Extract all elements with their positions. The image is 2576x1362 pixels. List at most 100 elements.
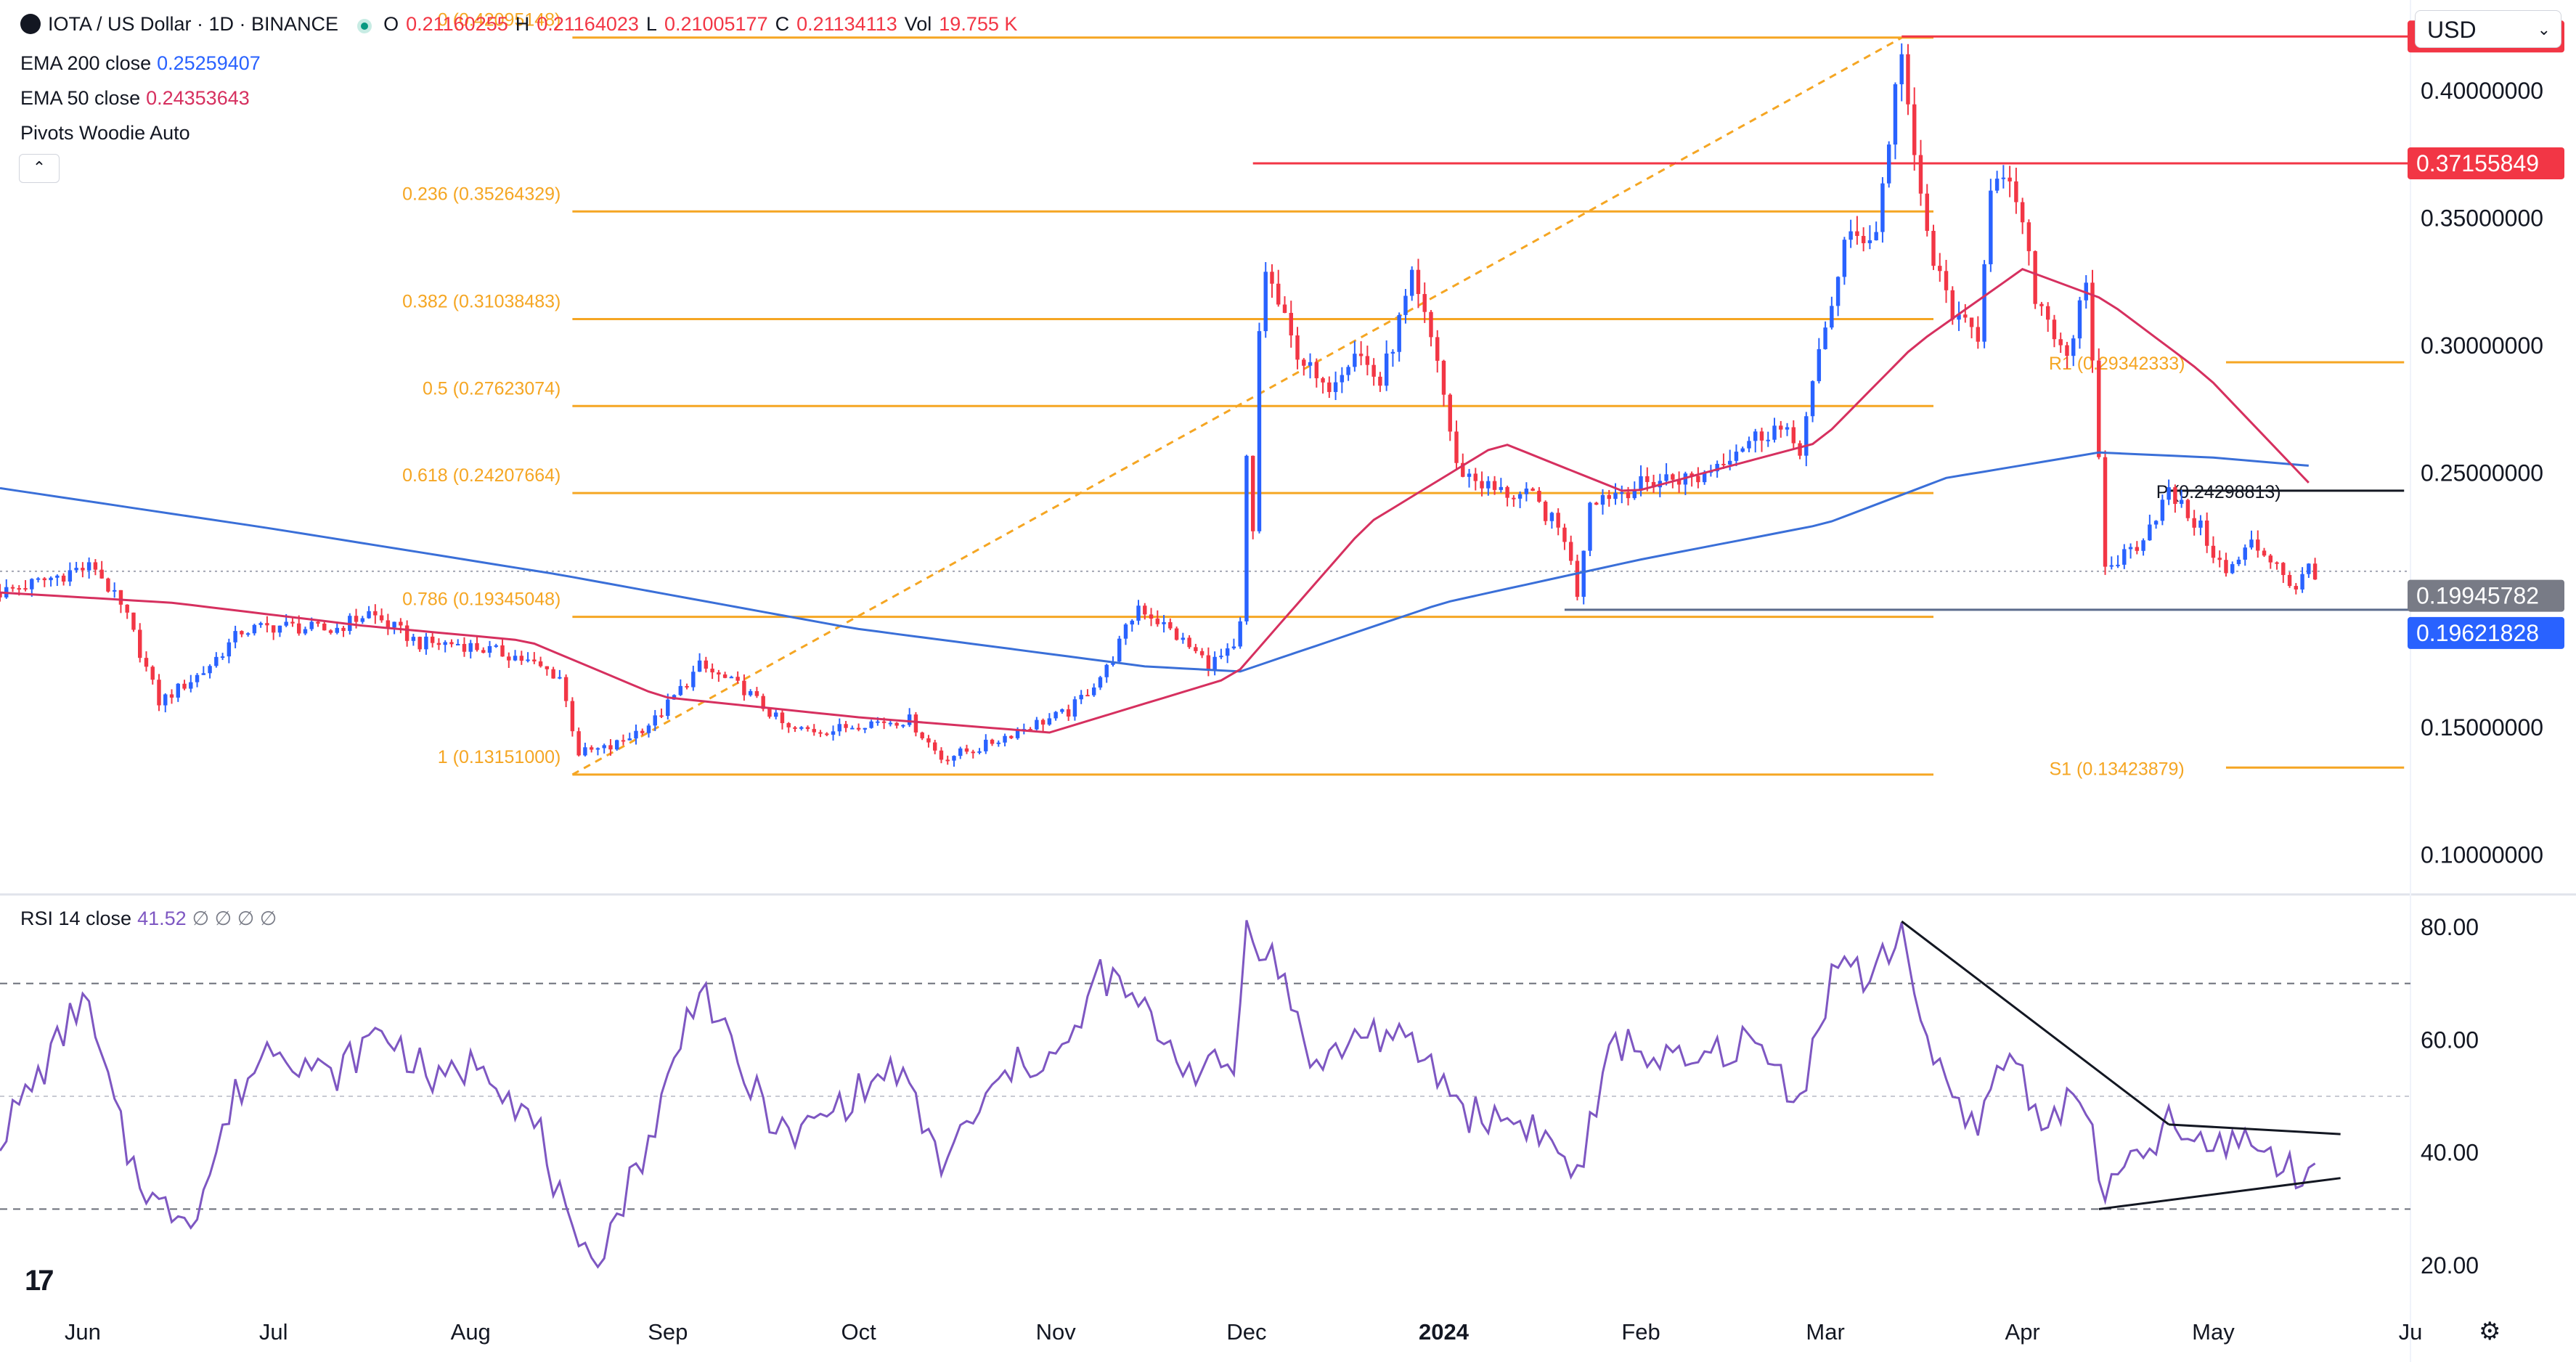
- rsi-trendline: [2169, 1123, 2341, 1135]
- price-tick-label: 0.30000000: [2421, 333, 2543, 359]
- candle-body: [729, 677, 734, 679]
- symbol-legend: IOTA / US Dollar · 1D · BINANCE O 0.211602…: [20, 13, 1024, 36]
- candle-body: [1238, 621, 1242, 647]
- candle-body: [907, 714, 912, 725]
- candle-body: [1409, 269, 1414, 296]
- candle-body: [138, 629, 142, 658]
- price-tick-label: 0.10000000: [2421, 841, 2543, 868]
- candle-body: [1676, 479, 1682, 485]
- candle-body: [2045, 306, 2050, 320]
- tradingview-logo-icon[interactable]: 17: [25, 1265, 54, 1297]
- candle-body: [252, 624, 257, 634]
- candle-body: [354, 616, 359, 622]
- candle-body: [2153, 521, 2159, 525]
- candle-body: [1779, 425, 1783, 430]
- candle-body: [1009, 735, 1014, 738]
- price-tag-bg: [2408, 579, 2564, 612]
- candle-body: [2103, 457, 2108, 567]
- candle-body: [494, 645, 498, 647]
- settings-gear-icon[interactable]: ⚙: [2479, 1318, 2501, 1345]
- fib-level-label: 1 (0.13151000): [438, 747, 561, 767]
- candle-body: [945, 759, 950, 762]
- candle-body: [799, 727, 804, 729]
- candle-body: [1130, 620, 1134, 625]
- candle-body: [634, 730, 638, 739]
- candle-body: [1671, 474, 1675, 480]
- candle-body: [1035, 719, 1039, 730]
- candle-body: [1467, 473, 1472, 477]
- candle-body: [1104, 664, 1109, 677]
- candle-body: [1823, 327, 1827, 349]
- currency-select[interactable]: USD ⌄: [2415, 10, 2561, 48]
- candle-body: [1791, 427, 1796, 444]
- ema50-legend[interactable]: EMA 50 close 0.24353643: [20, 87, 250, 109]
- candle-body: [1957, 314, 1961, 320]
- candle-body: [1047, 718, 1052, 725]
- candle-body: [1505, 486, 1509, 498]
- candle-body: [1785, 427, 1790, 430]
- candle-body: [2039, 303, 2044, 306]
- candle-body: [2135, 547, 2140, 551]
- candle-body: [646, 725, 651, 733]
- candle-body: [1568, 542, 1573, 561]
- candle-body: [812, 729, 816, 733]
- candle-body: [296, 623, 301, 634]
- candle-body: [627, 738, 632, 741]
- candle-body: [717, 672, 721, 674]
- candle-body: [1194, 647, 1198, 651]
- candle-body: [793, 727, 797, 729]
- symbol-title[interactable]: IOTA / US Dollar · 1D · BINANCE: [48, 13, 339, 35]
- candle-body: [1861, 235, 1866, 243]
- fib-level-label: 0 (0.42095148): [438, 10, 561, 30]
- rsi-tick-label: 20.00: [2421, 1252, 2479, 1279]
- candle-body: [1620, 492, 1624, 494]
- price-tag-label: 0.37155849: [2416, 150, 2539, 176]
- candle-body: [1512, 497, 1516, 499]
- candle-body: [685, 685, 689, 688]
- rsi-tick-label: 40.00: [2421, 1140, 2479, 1166]
- candle-body: [1849, 231, 1853, 240]
- candle-body: [10, 587, 15, 589]
- candle-body: [1817, 348, 1822, 382]
- time-tick-label: Mar: [1806, 1319, 1844, 1345]
- candle-body: [2262, 550, 2267, 556]
- candle-body: [805, 727, 810, 730]
- candle-body: [1982, 264, 1986, 342]
- candle-body: [2224, 560, 2228, 574]
- candle-body: [1219, 656, 1223, 658]
- candle-body: [271, 625, 276, 633]
- candle-body: [1085, 695, 1090, 697]
- pivots-legend[interactable]: Pivots Woodie Auto: [20, 122, 190, 144]
- candle-body: [614, 740, 619, 750]
- candle-body: [1804, 416, 1809, 456]
- pivot-label: S1 (0.13423879): [2050, 759, 2185, 779]
- candle-body: [1250, 455, 1255, 531]
- candle-body: [1696, 476, 1700, 483]
- candle-body: [2058, 339, 2063, 346]
- candle-body: [1517, 494, 1523, 499]
- candle-body: [2122, 549, 2127, 565]
- ema50-line: [0, 268, 2310, 734]
- candle-body: [767, 709, 772, 717]
- collapse-legend-button[interactable]: ⌃: [19, 154, 60, 183]
- fib-level-label: 0.236 (0.35264329): [402, 184, 561, 204]
- candle-body: [2128, 547, 2133, 550]
- candle-body: [1537, 491, 1541, 502]
- rsi-legend[interactable]: RSI 14 close 41.52 ∅ ∅ ∅ ∅: [20, 908, 277, 929]
- ema200-legend[interactable]: EMA 200 close 0.25259407: [20, 52, 261, 74]
- candle-body: [1295, 335, 1300, 360]
- candle-body: [640, 730, 645, 733]
- candle-body: [157, 680, 161, 706]
- candle-body: [1422, 293, 1427, 312]
- candle-body: [1053, 711, 1058, 719]
- candle-body: [1340, 375, 1345, 383]
- candle-body: [1912, 104, 1917, 155]
- candle-body: [913, 714, 918, 733]
- candle-body: [1346, 367, 1350, 375]
- candle-body: [1333, 382, 1338, 392]
- candle-body: [2275, 562, 2279, 564]
- ohlc-readout: O 0.21160255 H 0.21164023 L 0.21005177 C 0.2113…: [383, 13, 1018, 35]
- candle-body: [2065, 345, 2069, 356]
- market-status-icon[interactable]: [357, 19, 372, 33]
